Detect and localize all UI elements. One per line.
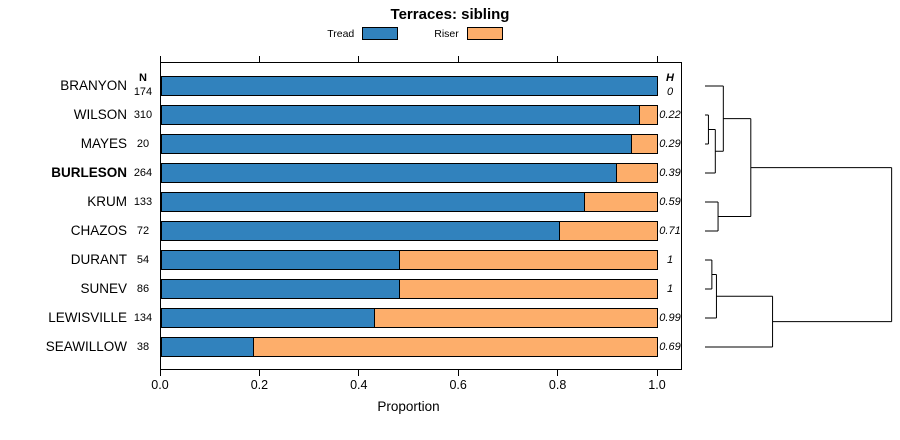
bar-segment-tread bbox=[162, 193, 586, 211]
bar-segment-tread bbox=[162, 77, 657, 95]
legend-item-tread: Tread bbox=[327, 27, 399, 40]
bar-segment-riser bbox=[560, 222, 657, 240]
category-label: SUNEV bbox=[80, 281, 127, 296]
h-value: 0.69 bbox=[659, 341, 681, 353]
bar-row bbox=[161, 250, 658, 270]
h-value: 1 bbox=[666, 254, 674, 266]
category-label: KRUM bbox=[87, 194, 127, 209]
bar-segment-tread bbox=[162, 222, 561, 240]
n-value: 310 bbox=[133, 109, 153, 121]
n-value: 54 bbox=[136, 254, 150, 266]
bar-segment-tread bbox=[162, 251, 400, 269]
x-tick-top bbox=[258, 56, 260, 62]
bar-row bbox=[161, 192, 658, 212]
bar-row bbox=[161, 105, 658, 125]
h-header: H bbox=[666, 72, 674, 84]
bar-row bbox=[161, 279, 658, 299]
bar-segment-tread bbox=[162, 280, 400, 298]
category-label: LEWISVILLE bbox=[48, 310, 127, 325]
x-tick-bottom bbox=[159, 370, 161, 376]
bar-row bbox=[161, 76, 658, 96]
x-tick-top bbox=[358, 56, 360, 62]
x-tick-top bbox=[457, 56, 459, 62]
n-value: 72 bbox=[136, 225, 150, 237]
x-tick-label: 1.0 bbox=[648, 378, 666, 392]
legend: Tread Riser bbox=[20, 27, 810, 40]
category-label: BURLESON bbox=[51, 165, 127, 180]
bar-segment-tread bbox=[162, 309, 375, 327]
legend-swatch-riser bbox=[466, 27, 503, 40]
bar-segment-riser bbox=[585, 193, 657, 211]
category-label: WILSON bbox=[73, 107, 127, 122]
bar-segment-riser bbox=[253, 338, 657, 356]
n-value: 264 bbox=[133, 167, 153, 179]
bar-segment-riser bbox=[374, 309, 657, 327]
dendrogram bbox=[705, 85, 893, 348]
bar-segment-tread bbox=[162, 164, 618, 182]
bar-segment-riser bbox=[639, 106, 657, 124]
legend-label-riser: Riser bbox=[434, 27, 459, 40]
x-tick-bottom bbox=[457, 370, 459, 376]
x-tick-label: 0.6 bbox=[449, 378, 467, 392]
category-label: DURANT bbox=[70, 252, 127, 267]
h-value: 0.22 bbox=[659, 109, 681, 121]
x-tick-label: 0.8 bbox=[548, 378, 567, 392]
n-value: 20 bbox=[136, 138, 150, 150]
bar-row bbox=[161, 134, 658, 154]
h-value: 0.71 bbox=[659, 225, 681, 237]
chart-title: Terraces: sibling bbox=[390, 6, 510, 23]
category-label: MAYES bbox=[80, 136, 127, 151]
x-tick-label: 0.4 bbox=[350, 378, 368, 392]
n-value: 38 bbox=[136, 341, 150, 353]
x-tick-bottom bbox=[358, 370, 360, 376]
x-tick-bottom bbox=[557, 370, 559, 376]
x-axis-label: Proportion bbox=[377, 399, 440, 414]
bar-row bbox=[161, 221, 658, 241]
h-value: 1 bbox=[666, 283, 674, 295]
x-tick-top bbox=[656, 56, 658, 62]
n-header: N bbox=[139, 72, 147, 84]
legend-item-riser: Riser bbox=[434, 27, 503, 40]
bar-segment-riser bbox=[632, 135, 657, 153]
category-label: BRANYON bbox=[60, 78, 127, 93]
x-tick-bottom bbox=[258, 370, 260, 376]
bar-segment-tread bbox=[162, 106, 640, 124]
bar-segment-riser bbox=[399, 251, 657, 269]
legend-swatch-tread bbox=[362, 27, 399, 40]
x-tick-top bbox=[557, 56, 559, 62]
x-tick-label: 0.0 bbox=[151, 378, 169, 392]
category-label: SEAWILLOW bbox=[45, 339, 127, 354]
h-value: 0.59 bbox=[659, 196, 681, 208]
category-label: CHAZOS bbox=[70, 223, 127, 238]
h-value: 0.29 bbox=[659, 138, 681, 150]
bar-segment-riser bbox=[617, 164, 657, 182]
bar-row bbox=[161, 337, 658, 357]
n-value: 133 bbox=[133, 196, 153, 208]
bar-row bbox=[161, 308, 658, 328]
n-value: 134 bbox=[133, 312, 153, 324]
bar-segment-tread bbox=[162, 338, 254, 356]
x-tick-bottom bbox=[656, 370, 658, 376]
legend-label-tread: Tread bbox=[327, 27, 355, 40]
bar-segment-tread bbox=[162, 135, 633, 153]
bar-row bbox=[161, 163, 658, 183]
x-tick-top bbox=[159, 56, 161, 62]
h-value: 0.99 bbox=[659, 312, 681, 324]
bar-segment-riser bbox=[399, 280, 657, 298]
n-value: N 174 bbox=[133, 72, 153, 98]
h-value: 0.39 bbox=[659, 167, 681, 179]
plot-area-box bbox=[160, 62, 682, 370]
x-tick-label: 0.2 bbox=[250, 378, 269, 392]
n-value: 86 bbox=[136, 283, 150, 295]
